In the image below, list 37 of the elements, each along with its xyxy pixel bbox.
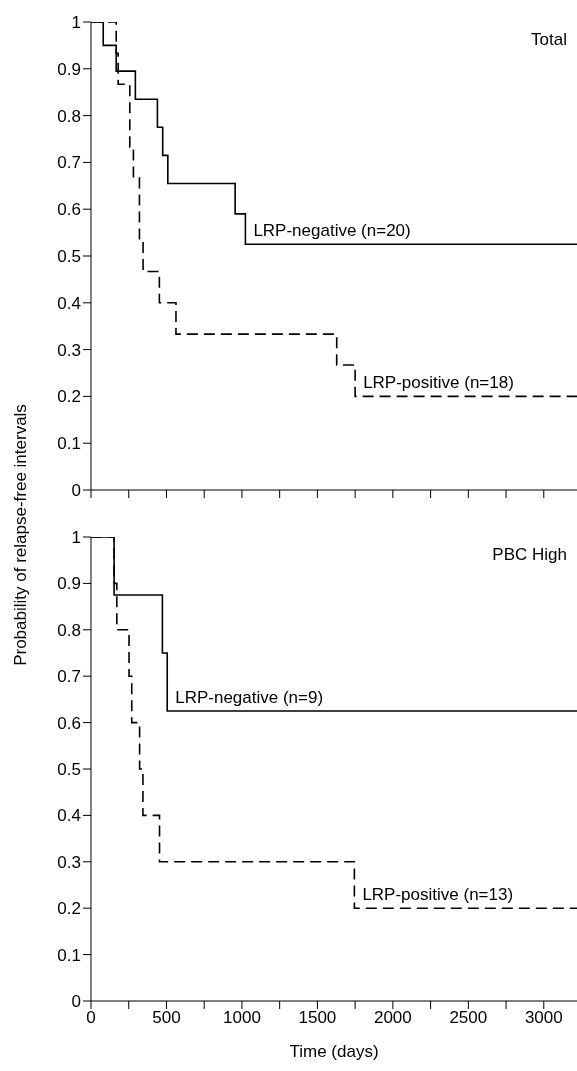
x-tick-label: 2000 <box>373 1008 412 1028</box>
y-tick-label: 0.8 <box>57 620 81 640</box>
y-axis-title: Probability of relapse-free intervals <box>11 404 31 666</box>
y-tick-label: 0.4 <box>57 806 81 826</box>
y-tick-label: 1 <box>71 13 81 33</box>
series-label: LRP-positive (n=18) <box>363 373 514 393</box>
y-tick-label: 0 <box>71 481 81 501</box>
y-tick-label: 0.5 <box>57 760 81 780</box>
x-tick-label: 2500 <box>449 1008 488 1028</box>
y-tick-label: 0 <box>71 992 81 1012</box>
x-tick-label: 1000 <box>223 1008 261 1028</box>
y-tick-label: 0.6 <box>57 200 81 220</box>
y-tick-label: 0.7 <box>57 153 81 173</box>
y-tick-label: 0.8 <box>57 106 81 126</box>
y-tick-label: 0.9 <box>57 574 81 594</box>
y-tick-label: 0.7 <box>57 667 81 687</box>
text: Total <box>531 30 567 50</box>
y-tick-label: 0.5 <box>57 247 81 267</box>
y-tick-label: 0.4 <box>57 293 81 313</box>
y-tick-label: 0.2 <box>57 899 81 919</box>
x-tick-label: 3000 <box>524 1008 563 1028</box>
y-tick-label: 1 <box>71 528 81 548</box>
y-tick-label: 0.3 <box>57 852 81 872</box>
series-label: LRP-negative (n=20) <box>253 221 411 241</box>
series-label: LRP-positive (n=13) <box>362 885 514 905</box>
x-tick-label: 0 <box>86 1008 96 1028</box>
x-tick-label: 500 <box>152 1008 181 1028</box>
y-tick-label: 0.6 <box>57 713 81 733</box>
y-tick-label: 0.1 <box>57 945 81 965</box>
y-tick-label: 0.9 <box>57 59 81 79</box>
y-tick-label: 0.1 <box>57 434 81 454</box>
series-label: LRP-negative (n=9) <box>175 688 324 707</box>
y-tick-label: 0.2 <box>57 387 81 407</box>
text: PBC High <box>492 545 567 565</box>
x-tick-label: 1500 <box>298 1008 337 1028</box>
y-tick-label: 0.3 <box>57 340 81 360</box>
x-axis-title: Time (days) <box>289 1042 379 1061</box>
